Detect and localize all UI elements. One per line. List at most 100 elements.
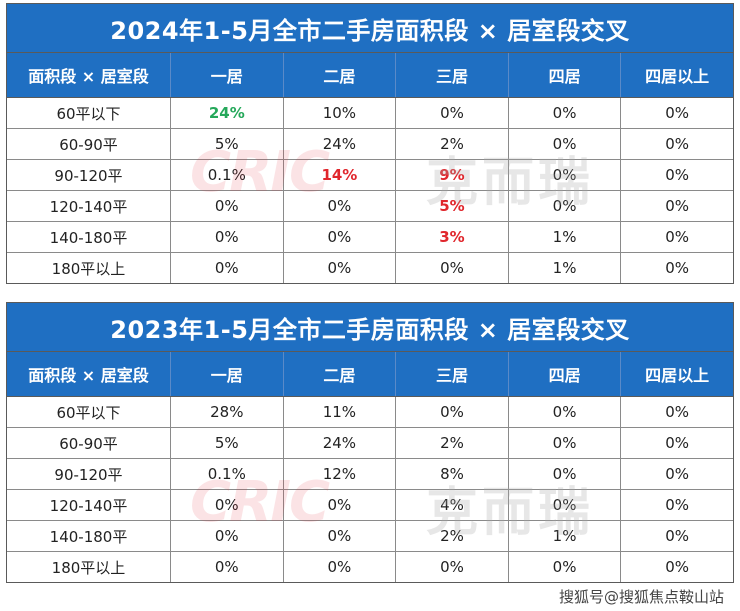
row-label: 90-120平 — [7, 160, 171, 190]
table-row: 90-120平 0.1% 12% 8% 0% 0% — [7, 459, 733, 490]
table-cell: 24% — [284, 129, 397, 159]
table-row: 60平以下 28% 11% 0% 0% 0% — [7, 397, 733, 428]
table-row: 120-140平 0% 0% 4% 0% 0% — [7, 490, 733, 521]
header-cell: 三居 — [396, 53, 509, 97]
table-2024: 2024年1-5月全市二手房面积段 × 居室段交叉 面积段 × 居室段 一居 二… — [6, 3, 734, 284]
table-cell: 0% — [665, 434, 690, 452]
table-title: 2024年1-5月全市二手房面积段 × 居室段交叉 — [7, 4, 733, 53]
table-cell: 3% — [396, 222, 509, 252]
table-cell: 0% — [284, 552, 397, 582]
table-cell: 0% — [396, 552, 509, 582]
table-cell: 0% — [665, 558, 690, 576]
header-cell: 面积段 × 居室段 — [7, 53, 171, 97]
table-cell: 24% — [171, 98, 284, 128]
row-label: 60平以下 — [7, 397, 171, 427]
table-cell: 0% — [665, 496, 690, 514]
table-row: 180平以上 0% 0% 0% 0% 0% — [7, 552, 733, 582]
table-cell: 0% — [509, 490, 622, 520]
table-cell: 9% — [396, 160, 509, 190]
row-label: 60-90平 — [7, 428, 171, 458]
table-cell: 10% — [284, 98, 397, 128]
row-label: 140-180平 — [7, 521, 171, 551]
row-label: 60平以下 — [7, 98, 171, 128]
table-cell: 0% — [665, 403, 690, 421]
table-cell: 0% — [665, 166, 690, 184]
table-cell: 0% — [665, 527, 690, 545]
table-cell: 5% — [171, 129, 284, 159]
table-cell: 0% — [665, 197, 690, 215]
table-cell: 0% — [509, 459, 622, 489]
table-cell: 0% — [665, 465, 690, 483]
table-cell: 0.1% — [171, 160, 284, 190]
table-cell: 0% — [509, 191, 622, 221]
header-cell: 四居 — [509, 53, 622, 97]
table-cell: 0% — [284, 253, 397, 283]
header-cell: 四居以上 — [645, 67, 710, 86]
row-label: 120-140平 — [7, 490, 171, 520]
table-cell: 0% — [171, 253, 284, 283]
table-cell: 0% — [509, 129, 622, 159]
table-cell: 4% — [396, 490, 509, 520]
table-cell: 14% — [284, 160, 397, 190]
table-cell: 24% — [284, 428, 397, 458]
table-row: 140-180平 0% 0% 3% 1% 0% — [7, 222, 733, 253]
table-cell: 0% — [509, 98, 622, 128]
table-2023: 2023年1-5月全市二手房面积段 × 居室段交叉 面积段 × 居室段 一居 二… — [6, 302, 734, 583]
table-cell: 0% — [509, 160, 622, 190]
table-cell: 0% — [509, 552, 622, 582]
header-cell: 四居以上 — [645, 366, 710, 385]
table-cell: 0% — [284, 521, 397, 551]
table-cell: 2% — [396, 129, 509, 159]
table-row: 180平以上 0% 0% 0% 1% 0% — [7, 253, 733, 283]
table-cell: 28% — [171, 397, 284, 427]
table-cell: 0% — [396, 397, 509, 427]
table-cell: 1% — [509, 222, 622, 252]
table-row: 140-180平 0% 0% 2% 1% 0% — [7, 521, 733, 552]
table-cell: 0% — [284, 490, 397, 520]
table-cell: 0% — [284, 222, 397, 252]
table-cell: 1% — [509, 253, 622, 283]
row-label: 180平以上 — [7, 552, 171, 582]
table-cell: 8% — [396, 459, 509, 489]
row-label: 60-90平 — [7, 129, 171, 159]
table-row: 60-90平 5% 24% 2% 0% 0% — [7, 129, 733, 160]
table-cell: 2% — [396, 428, 509, 458]
table-cell: 0% — [509, 397, 622, 427]
table-cell: 0% — [665, 259, 690, 277]
row-label: 90-120平 — [7, 459, 171, 489]
table-cell: 0% — [171, 521, 284, 551]
header-cell: 二居 — [284, 352, 397, 396]
source-credit: 搜狐号@搜狐焦点鞍山站 — [556, 586, 726, 607]
table-row: 60-90平 5% 24% 2% 0% 0% — [7, 428, 733, 459]
table-cell: 0% — [396, 253, 509, 283]
table-row: 120-140平 0% 0% 5% 0% 0% — [7, 191, 733, 222]
header-cell: 四居 — [509, 352, 622, 396]
table-row: 60平以下 24% 10% 0% 0% 0% — [7, 98, 733, 129]
table-cell: 5% — [171, 428, 284, 458]
table-row: 90-120平 0.1% 14% 9% 0% 0% — [7, 160, 733, 191]
header-cell: 面积段 × 居室段 — [7, 352, 171, 396]
header-row: 面积段 × 居室段 一居 二居 三居 四居 四居以上 — [7, 352, 733, 397]
row-label: 120-140平 — [7, 191, 171, 221]
table-cell: 0% — [171, 191, 284, 221]
header-cell: 一居 — [171, 352, 284, 396]
table-cell: 0% — [171, 490, 284, 520]
table-cell: 5% — [396, 191, 509, 221]
row-label: 140-180平 — [7, 222, 171, 252]
table-cell: 11% — [284, 397, 397, 427]
table-cell: 0% — [171, 552, 284, 582]
header-cell: 三居 — [396, 352, 509, 396]
table-cell: 0% — [665, 104, 690, 122]
table-cell: 0.1% — [171, 459, 284, 489]
table-cell: 2% — [396, 521, 509, 551]
table-cell: 0% — [509, 428, 622, 458]
header-cell: 一居 — [171, 53, 284, 97]
table-title: 2023年1-5月全市二手房面积段 × 居室段交叉 — [7, 303, 733, 352]
row-label: 180平以上 — [7, 253, 171, 283]
header-cell: 二居 — [284, 53, 397, 97]
table-cell: 0% — [171, 222, 284, 252]
table-cell: 0% — [665, 228, 690, 246]
header-row: 面积段 × 居室段 一居 二居 三居 四居 四居以上 — [7, 53, 733, 98]
table-cell: 0% — [665, 135, 690, 153]
table-cell: 12% — [284, 459, 397, 489]
